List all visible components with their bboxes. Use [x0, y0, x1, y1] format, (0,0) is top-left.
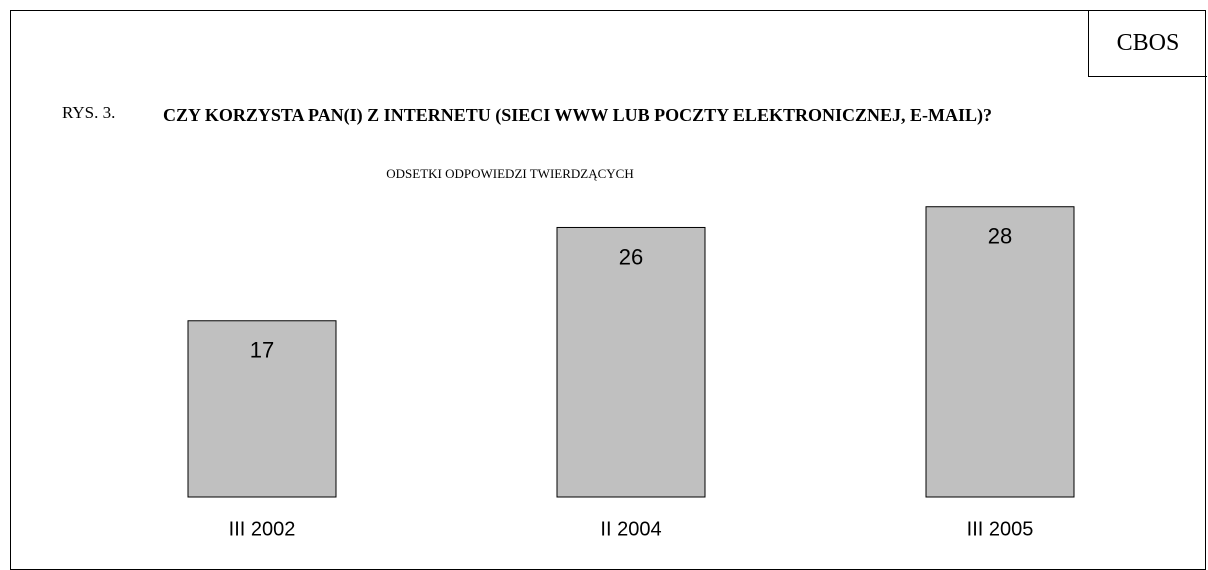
data-label: 28 — [988, 224, 1012, 249]
chart-title: CZY KORZYSTA PAN(I) Z INTERNETU (SIECI W… — [163, 105, 992, 125]
data-label: 26 — [619, 244, 643, 269]
bar — [187, 320, 337, 498]
bar — [925, 206, 1075, 498]
chart-subtitle: ODSETKI ODPOWIEDZI TWIERDZĄCYCH — [386, 166, 634, 181]
brand: CBOS — [1088, 10, 1207, 77]
x-tick-label: III 2005 — [967, 518, 1034, 540]
x-tick-label: III 2002 — [229, 518, 296, 540]
page: CBOS RYS. 3. CZY KORZYSTA PAN(I) Z INTER… — [10, 10, 1207, 570]
x-tick-label: II 2004 — [600, 518, 661, 540]
bar — [556, 226, 706, 498]
figure-label: RYS. 3. — [62, 103, 116, 122]
chart: III 2002 17 II 2004 26 III 2005 28 — [187, 206, 1075, 540]
data-label: 17 — [250, 338, 274, 363]
